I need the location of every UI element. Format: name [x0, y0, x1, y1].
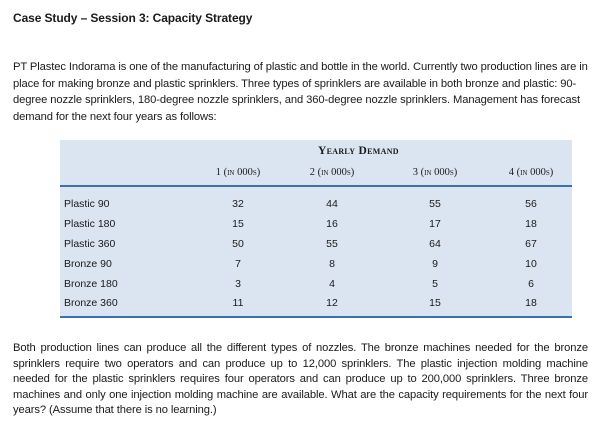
column-header-year-4: 4 (in 000s) [508, 167, 554, 178]
table-cell: 6 [528, 278, 534, 290]
table-cell: 67 [525, 238, 537, 250]
page-title: Case Study – Session 3: Capacity Strateg… [13, 11, 253, 25]
row-label-bronze-180: Bronze 180 [64, 278, 118, 290]
table-cell: 18 [525, 218, 537, 230]
table-cell: 44 [326, 198, 338, 210]
intro-paragraph: PT Plastec Indorama is one of the manufa… [13, 61, 588, 123]
column-header-year-2: 2 (in 000s) [309, 167, 355, 178]
bottom-rule [60, 316, 572, 318]
table-cell: 8 [329, 258, 335, 270]
table-cell: 64 [429, 238, 441, 250]
row-label-bronze-90: Bronze 90 [64, 258, 112, 270]
table-cell: 55 [429, 198, 441, 210]
table-cell: 55 [326, 238, 338, 250]
table-cell: 9 [432, 258, 438, 270]
table-cell: 10 [525, 258, 537, 270]
table-cell: 18 [525, 297, 537, 309]
row-label-plastic-90: Plastic 90 [64, 198, 110, 210]
table-cell: 56 [525, 198, 537, 210]
demand-table: Yearly Demand 1 (in 000s) 2 (in 000s) 3 … [60, 140, 572, 318]
table-cell: 16 [326, 218, 338, 230]
row-label-plastic-180: Plastic 180 [64, 218, 116, 230]
column-header-year-1: 1 (in 000s) [215, 167, 261, 178]
table-cell: 12 [326, 297, 338, 309]
table-cell: 3 [235, 278, 241, 290]
column-header-year-3: 3 (in 000s) [412, 167, 458, 178]
table-cell: 4 [329, 278, 335, 290]
question-paragraph: Both production lines can produce all th… [13, 342, 588, 416]
table-cell: 17 [429, 218, 441, 230]
row-label-bronze-360: Bronze 360 [64, 297, 118, 309]
table-cell: 50 [232, 238, 244, 250]
table-cell: 15 [429, 297, 441, 309]
table-cell: 5 [432, 278, 438, 290]
table-cell: 11 [232, 297, 244, 309]
header-rule [60, 185, 572, 187]
table-cell: 32 [232, 198, 244, 210]
yearly-demand-header: Yearly Demand [318, 145, 399, 157]
row-label-plastic-360: Plastic 360 [64, 238, 116, 250]
table-cell: 7 [235, 258, 241, 270]
table-cell: 15 [232, 218, 244, 230]
